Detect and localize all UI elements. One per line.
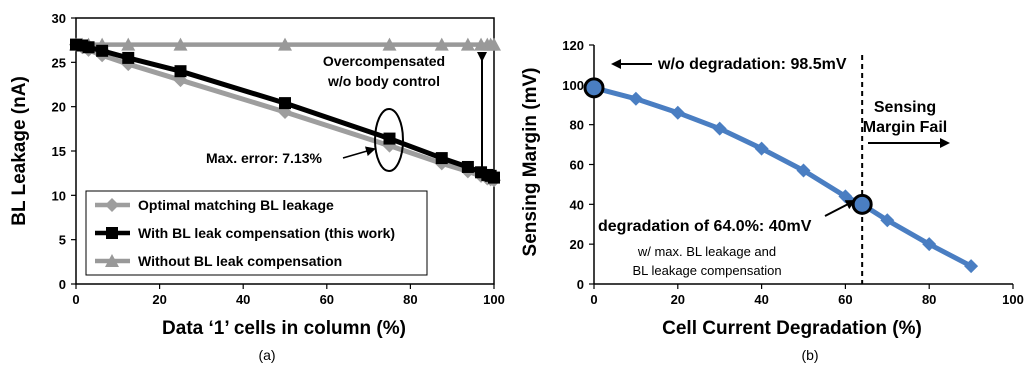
chart-a-data-point (279, 97, 291, 110)
max-error-label: Max. error: 7.13% (206, 150, 322, 166)
chart-a-data-point (82, 41, 95, 54)
chart-b-data-point (712, 121, 727, 136)
chart-b-x-axis-title: Cell Current Degradation (%) (662, 318, 922, 339)
chart-b-x-tick-label: 100 (1002, 292, 1024, 307)
chart-b-data-point (838, 189, 853, 204)
chart-b: 0 20 40 60 80 100 0 20 40 60 80 100 120 w/o degrada… (520, 38, 1024, 363)
chart-b-x-tick-label: 40 (754, 292, 768, 307)
legend-swatch-marker (106, 227, 118, 239)
legend-swatch-marker (105, 254, 119, 267)
chart-a-x-axis-title: Data ‘1’ cells in column (%) (162, 318, 406, 339)
chart-a-data-point (174, 65, 187, 78)
chart-b-x-tick-label: 60 (838, 292, 852, 307)
chart-b-note-line2: BL leakage compensation (632, 263, 781, 278)
chart-a-y-tick-label: 25 (52, 55, 66, 70)
chart-b-y-tick-label: 120 (562, 38, 584, 53)
chart-b-caption: (b) (801, 347, 818, 363)
chart-a-y-tick-label: 0 (59, 277, 66, 292)
chart-b-series (583, 77, 979, 274)
chart-a-data-point (488, 171, 500, 184)
chart-a-data-point (278, 37, 292, 51)
chart-b-y-tick-label: 20 (570, 237, 584, 252)
chart-a-data-point (487, 37, 501, 51)
chart-b-data-point (754, 141, 769, 156)
chart-a-legend: Optimal matching BL leakage With BL leak … (85, 190, 428, 276)
degradation-point-label: degradation of 64.0%: 40mV (598, 218, 812, 235)
chart-a-series (69, 37, 501, 188)
chart-b-highlight-point (851, 193, 873, 215)
chart-a-data-point (96, 44, 109, 57)
chart-a-x-tick-label: 20 (152, 292, 166, 307)
chart-a-y-axis-title: BL Leakage (nA) (9, 76, 30, 226)
chart-a-series-3 (69, 37, 501, 51)
chart-a-data-point (173, 37, 188, 51)
chart-a-caption: (a) (258, 347, 275, 363)
chart-a-data-point (383, 132, 396, 145)
chart-a-data-point (382, 37, 397, 51)
chart-a-x-tick-label: 60 (320, 292, 334, 307)
chart-b-highlight-point (583, 77, 605, 99)
chart-b-y-tick-label: 0 (577, 277, 584, 292)
chart-a-legend-box (85, 190, 428, 276)
chart-b-y-tick-label: 60 (570, 158, 584, 173)
legend-swatch-marker (105, 198, 119, 212)
chart-b-data-point (880, 213, 895, 228)
legend-label: Optimal matching BL leakage (138, 197, 334, 213)
chart-a-data-point (435, 152, 448, 165)
chart-b-data-point (670, 105, 685, 120)
chart-a-data-point (121, 37, 136, 51)
sensing-fail-label-line1: Sensing (874, 99, 936, 116)
chart-b-data-point (796, 163, 811, 178)
chart-a-data-point (460, 37, 475, 51)
chart-b-y-axis-title: Sensing Margin (mV) (520, 68, 541, 257)
chart-a-y-tick-label: 30 (52, 11, 66, 26)
chart-a-x-tick-label: 100 (483, 292, 505, 307)
legend-label: Without BL leak compensation (138, 253, 342, 269)
chart-a-x-tick-label: 40 (236, 292, 250, 307)
chart-a-x-tick-label: 0 (72, 292, 79, 307)
chart-b-y-tick-label: 40 (570, 197, 584, 212)
chart-a-data-point (461, 160, 474, 173)
chart-b-data-point (922, 237, 937, 252)
chart-a-x-tick-label: 80 (403, 292, 417, 307)
overcompensated-label-line1: Overcompensated (323, 53, 445, 69)
chart-a-y-ticks: 0 5 10 15 20 25 30 (52, 11, 76, 292)
chart-b-x-tick-label: 20 (671, 292, 685, 307)
chart-a-data-point (122, 51, 135, 64)
chart-b-data-point (628, 91, 643, 106)
chart-a-x-ticks: 0 20 40 60 80 100 (72, 284, 505, 307)
chart-b-y-tick-label: 80 (570, 118, 584, 133)
chart-a-y-tick-label: 15 (52, 144, 66, 159)
chart-a: 0 20 40 60 80 100 0 5 10 15 20 25 30 Overcompensate… (9, 11, 505, 363)
chart-b-x-tick-label: 0 (590, 292, 597, 307)
max-error-arrow (342, 146, 376, 159)
chart-b-y-ticks: 0 20 40 60 80 100 120 (562, 38, 594, 292)
chart-a-data-point (434, 37, 449, 51)
chart-a-y-tick-label: 5 (59, 233, 66, 248)
legend-label: With BL leak compensation (this work) (138, 225, 395, 241)
max-error-ellipse (374, 108, 404, 172)
chart-a-y-tick-label: 10 (52, 188, 66, 203)
no-degradation-label: w/o degradation: 98.5mV (657, 56, 847, 73)
chart-b-data-point (964, 259, 979, 274)
chart-b-x-ticks: 0 20 40 60 80 100 (590, 284, 1024, 307)
chart-a-y-tick-label: 20 (52, 100, 66, 115)
chart-b-note-line1: w/ max. BL leakage and (637, 244, 776, 259)
degradation-point-arrow (824, 200, 856, 217)
overcompensated-label-line2: w/o body control (327, 73, 440, 89)
chart-b-y-tick-label: 100 (562, 78, 584, 93)
sensing-fail-label-line2: Margin Fail (863, 119, 947, 136)
chart-b-x-tick-label: 80 (922, 292, 936, 307)
